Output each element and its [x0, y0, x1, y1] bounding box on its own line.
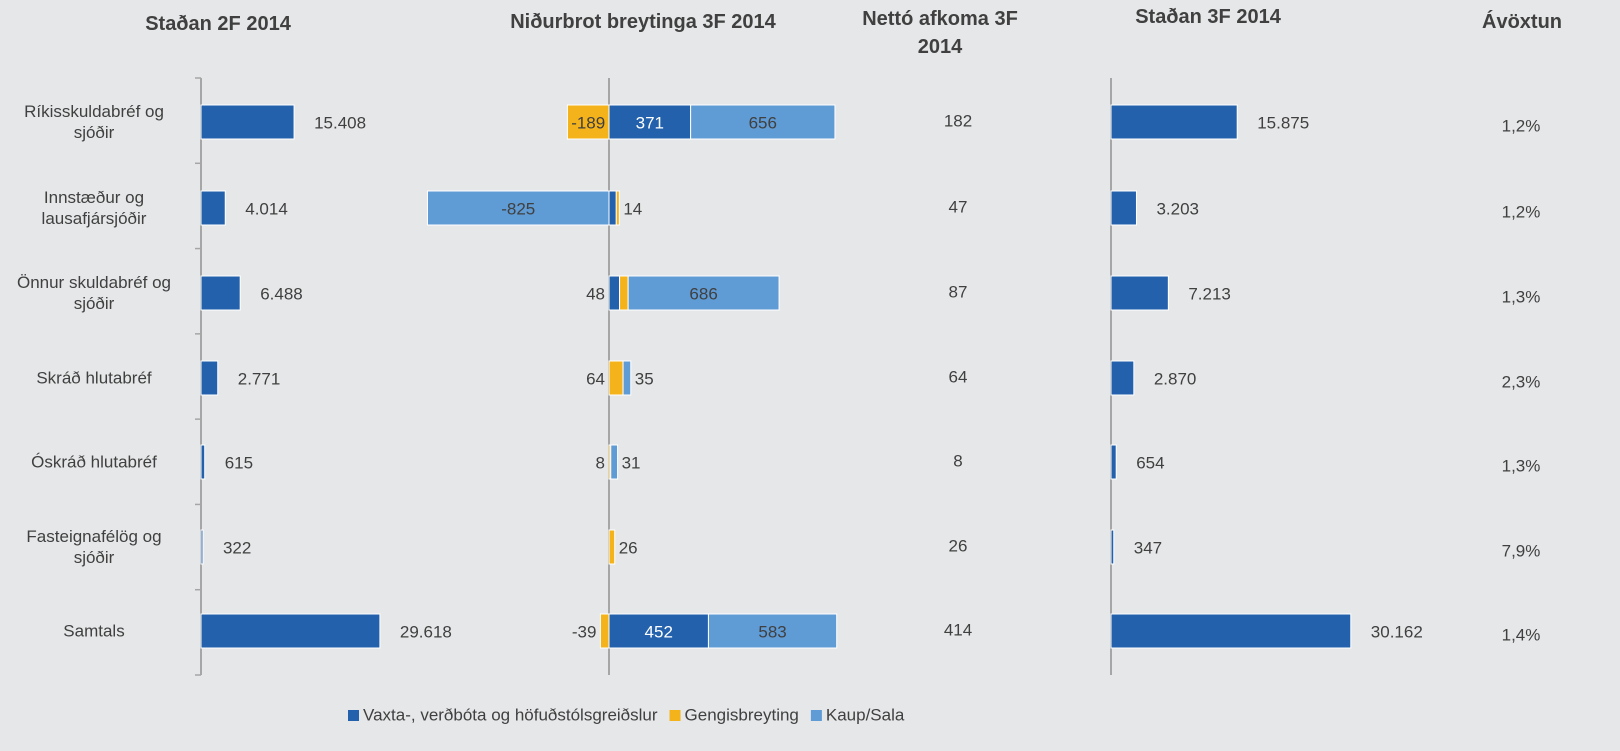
data-label: 452: [645, 622, 673, 641]
data-label: 7,9%: [1502, 541, 1541, 560]
bar-segment: [608, 190, 617, 226]
data-label: 347: [1134, 538, 1162, 557]
bar: [1110, 529, 1115, 565]
data-label: 2.771: [238, 369, 281, 388]
legend-swatch: [669, 710, 681, 721]
bar: [1110, 444, 1117, 480]
data-label: 7.213: [1188, 284, 1231, 303]
data-label: -39: [572, 622, 597, 641]
data-label: 4.014: [245, 199, 288, 218]
category-label: Skráð hlutabréf: [36, 368, 152, 388]
bar: [200, 529, 204, 565]
data-label: 1,3%: [1502, 456, 1541, 475]
legend-label: Gengisbreyting: [685, 705, 799, 724]
bar: [1110, 360, 1135, 396]
data-label: 26: [619, 538, 638, 557]
bar-segment: [608, 529, 616, 565]
data-label: 2.870: [1154, 369, 1197, 388]
data-label: 1,2%: [1502, 116, 1541, 135]
bar-segment: [610, 444, 619, 480]
data-label: 371: [636, 113, 664, 132]
legend-swatch: [348, 710, 359, 721]
bar: [200, 275, 241, 311]
category-label: Óskráð hlutabréf: [31, 452, 157, 472]
legend-label: Kaup/Sala: [826, 705, 905, 724]
bar: [1110, 613, 1352, 649]
chart-title: Ávöxtun: [1482, 11, 1562, 33]
category-label: Fasteignafélög og sjóðir: [26, 527, 162, 567]
bar-segment: [627, 275, 780, 311]
data-label: 26: [949, 536, 968, 555]
data-label: 48: [586, 284, 605, 303]
data-label: 29.618: [400, 622, 452, 641]
data-label: 8: [953, 451, 962, 470]
bar-segment: [608, 275, 621, 311]
category-label: Samtals: [63, 621, 125, 641]
chart-title: Niðurbrot breytinga 3F 2014: [510, 11, 776, 33]
data-label: 615: [225, 453, 253, 472]
data-label: 3.203: [1156, 199, 1199, 218]
data-label: 322: [223, 538, 251, 557]
bar-segment: [608, 613, 709, 649]
chart-title: Staðan 2F 2014: [145, 13, 291, 35]
data-label: 2,3%: [1502, 372, 1541, 391]
bar-segment: [599, 613, 610, 649]
bar-segment: [615, 190, 620, 226]
data-label: 15.408: [314, 113, 366, 132]
data-label: 14: [623, 199, 642, 218]
data-label: 15.875: [1257, 113, 1309, 132]
legend-swatch: [810, 710, 822, 721]
data-label: -825: [501, 199, 535, 218]
chart-title: Nettó afkoma 3F 2014: [862, 8, 1018, 58]
data-label: 583: [758, 622, 786, 641]
data-label: 87: [949, 282, 968, 301]
bar: [200, 360, 219, 396]
category-label: Ríkisskuldabréf og sjóðir: [24, 102, 164, 142]
data-label: 1,3%: [1502, 287, 1541, 306]
bar: [1110, 275, 1169, 311]
data-label: 35: [635, 369, 654, 388]
bar-segment: [566, 104, 610, 140]
category-label: Innstæður og lausafjársjóðir: [41, 188, 147, 228]
data-label: 6.488: [260, 284, 303, 303]
bar: [200, 104, 295, 140]
data-label: 656: [749, 113, 777, 132]
chart-title: Staðan 3F 2014: [1135, 6, 1281, 28]
bar-segment: [622, 360, 632, 396]
bar-segment: [707, 613, 838, 649]
category-label: Önnur skuldabréf og sjóðir: [16, 273, 172, 313]
legend-label: Vaxta-, verðbóta og höfuðstólsgreiðslur: [363, 705, 658, 724]
data-label: 47: [949, 197, 968, 216]
data-label: 1,2%: [1502, 202, 1541, 221]
bar-segment: [427, 190, 610, 226]
bar-segment: [690, 104, 836, 140]
data-label: 8: [596, 453, 605, 472]
data-label: 64: [586, 369, 605, 388]
data-label: 64: [949, 367, 968, 386]
bar: [200, 613, 381, 649]
data-label: 654: [1136, 453, 1164, 472]
bar: [200, 190, 226, 226]
bar: [1110, 190, 1137, 226]
data-label: -189: [571, 113, 605, 132]
data-label: 686: [689, 284, 717, 303]
data-label: 182: [944, 111, 972, 130]
bar-segment: [608, 360, 624, 396]
data-label: 30.162: [1371, 622, 1423, 641]
bar-segment: [619, 275, 629, 311]
data-label: 1,4%: [1502, 625, 1541, 644]
bar: [200, 444, 206, 480]
data-label: 31: [622, 453, 641, 472]
bar: [1110, 104, 1238, 140]
data-label: 414: [944, 620, 972, 639]
